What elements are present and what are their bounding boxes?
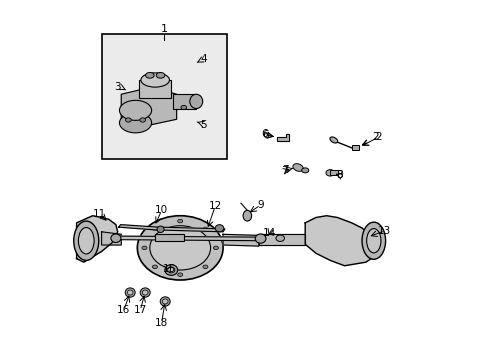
Ellipse shape xyxy=(156,72,164,78)
Polygon shape xyxy=(115,236,260,240)
Ellipse shape xyxy=(142,246,147,249)
Ellipse shape xyxy=(152,265,157,269)
Text: 5: 5 xyxy=(200,120,206,130)
Text: 18: 18 xyxy=(155,318,168,328)
Polygon shape xyxy=(102,232,121,245)
Text: 7: 7 xyxy=(281,166,287,176)
Text: 8: 8 xyxy=(335,170,342,180)
Ellipse shape xyxy=(215,225,224,232)
Text: 6: 6 xyxy=(260,129,267,139)
Ellipse shape xyxy=(119,100,151,120)
Ellipse shape xyxy=(366,229,380,253)
Ellipse shape xyxy=(203,227,207,231)
Ellipse shape xyxy=(149,226,210,270)
Text: 11: 11 xyxy=(93,209,106,219)
Bar xyxy=(155,234,183,241)
Ellipse shape xyxy=(167,267,175,273)
Ellipse shape xyxy=(78,228,94,254)
Ellipse shape xyxy=(177,273,183,276)
Ellipse shape xyxy=(177,219,183,223)
Ellipse shape xyxy=(329,137,337,143)
Ellipse shape xyxy=(152,227,157,231)
Ellipse shape xyxy=(74,221,99,260)
Ellipse shape xyxy=(325,170,334,176)
Bar xyxy=(139,80,171,98)
Polygon shape xyxy=(223,234,258,246)
Text: 3: 3 xyxy=(114,82,121,92)
Ellipse shape xyxy=(142,290,148,295)
Bar xyxy=(173,94,196,109)
Ellipse shape xyxy=(111,234,121,243)
Ellipse shape xyxy=(141,73,169,87)
Ellipse shape xyxy=(255,234,265,243)
Ellipse shape xyxy=(243,210,251,221)
Text: 8: 8 xyxy=(335,170,342,180)
Ellipse shape xyxy=(292,164,303,171)
Ellipse shape xyxy=(140,118,145,122)
Ellipse shape xyxy=(127,290,133,295)
Text: 12: 12 xyxy=(208,201,222,211)
Text: 15: 15 xyxy=(163,264,176,274)
Ellipse shape xyxy=(203,265,207,269)
Polygon shape xyxy=(305,216,376,266)
Text: 10: 10 xyxy=(155,205,168,215)
Polygon shape xyxy=(119,225,159,230)
Bar xyxy=(102,33,226,158)
Ellipse shape xyxy=(162,299,168,304)
Text: 13: 13 xyxy=(378,226,391,236)
Text: 16: 16 xyxy=(117,305,130,315)
Text: 17: 17 xyxy=(133,305,146,315)
Ellipse shape xyxy=(361,222,385,259)
Text: 2: 2 xyxy=(372,132,379,142)
Ellipse shape xyxy=(181,105,186,110)
Ellipse shape xyxy=(301,168,308,173)
Ellipse shape xyxy=(140,288,150,297)
Ellipse shape xyxy=(275,235,284,242)
Text: 7: 7 xyxy=(282,165,288,175)
Polygon shape xyxy=(276,134,288,141)
Ellipse shape xyxy=(160,297,170,306)
Text: 1: 1 xyxy=(160,24,167,34)
Polygon shape xyxy=(159,227,224,232)
Text: 4: 4 xyxy=(201,54,207,64)
Polygon shape xyxy=(77,216,118,262)
Bar xyxy=(351,145,358,150)
Text: 9: 9 xyxy=(257,200,264,210)
Text: 2: 2 xyxy=(374,132,381,142)
Ellipse shape xyxy=(189,94,203,109)
Ellipse shape xyxy=(137,216,223,280)
Text: 14: 14 xyxy=(263,228,276,238)
Text: 6: 6 xyxy=(262,130,269,140)
Polygon shape xyxy=(258,234,305,245)
Ellipse shape xyxy=(157,226,164,233)
Ellipse shape xyxy=(164,265,177,275)
Ellipse shape xyxy=(213,246,218,249)
Ellipse shape xyxy=(145,72,154,78)
Ellipse shape xyxy=(125,118,131,122)
Bar xyxy=(329,170,337,175)
Polygon shape xyxy=(121,87,176,125)
Ellipse shape xyxy=(125,288,135,297)
Ellipse shape xyxy=(119,113,151,133)
